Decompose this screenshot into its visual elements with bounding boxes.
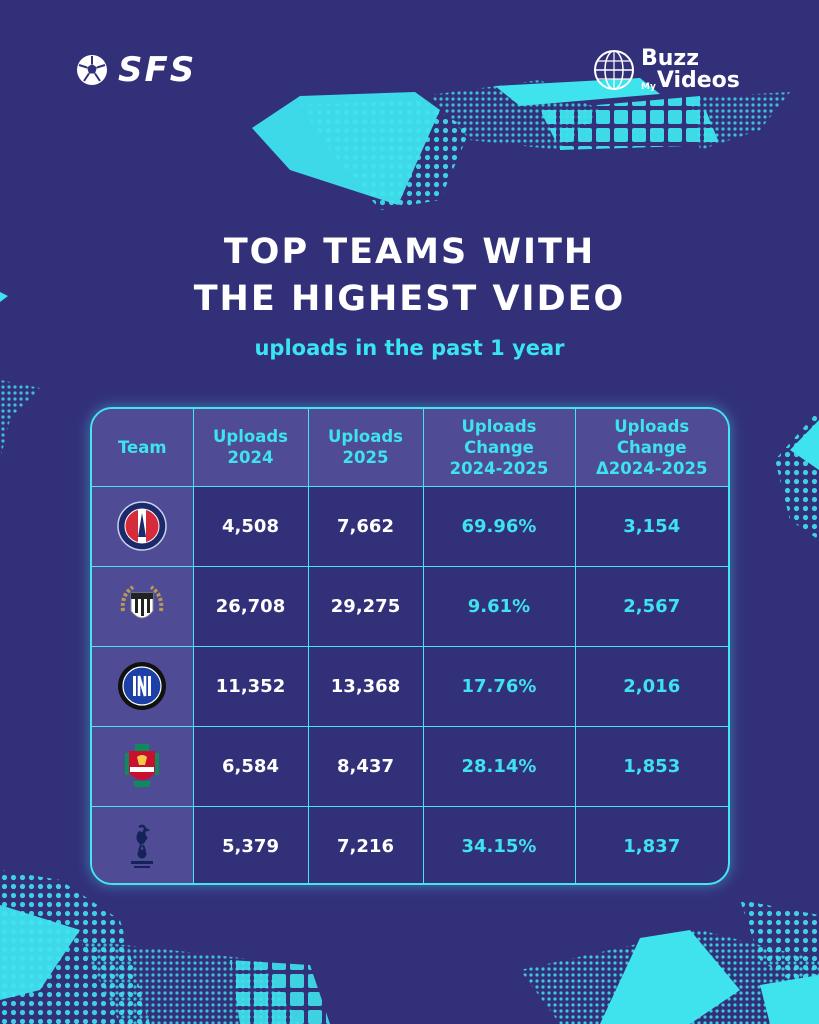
table-row: 26,708 29,275 9.61% 2,567 <box>92 565 728 647</box>
soccer-ball-icon <box>77 55 107 85</box>
inter-crest-icon <box>118 662 167 710</box>
header-uploads-change: Uploads Change 2024-2025 <box>422 409 576 487</box>
header-uploads-2024: Uploads 2024 <box>192 409 309 487</box>
table-row: 6,584 8,437 28.14% 1,853 <box>92 725 728 807</box>
uploads-2024-cell: 11,352 <box>192 645 309 727</box>
team-cell <box>92 485 194 567</box>
team-cell <box>92 565 194 647</box>
logo-word-buzz: Buzz <box>641 46 700 71</box>
tottenham-crest-icon <box>131 824 154 869</box>
subtitle: uploads in the past 1 year <box>254 336 565 360</box>
uploads-delta-cell: 2,567 <box>574 565 728 647</box>
uploads-delta-cell: 1,853 <box>574 725 728 807</box>
header-uploads-2025: Uploads 2025 <box>307 409 424 487</box>
uploads-change-cell: 69.96% <box>422 485 576 567</box>
liverpool-crest-icon <box>125 744 160 787</box>
team-cell <box>92 725 194 807</box>
uploads-2024-cell: 5,379 <box>192 805 309 883</box>
sfs-logo-text: SFS <box>118 50 197 90</box>
uploads-2025-cell: 8,437 <box>307 725 424 807</box>
uploads-2025-cell: 29,275 <box>307 565 424 647</box>
title-line-2: THE HIGHEST VIDEO <box>193 279 626 319</box>
table-row: 4,508 7,662 69.96% 3,154 <box>92 485 728 567</box>
team-cell <box>92 805 194 883</box>
uploads-2025-cell: 7,662 <box>307 485 424 567</box>
header-team: Team <box>92 409 194 487</box>
uploads-table: Team Uploads 2024 Uploads 2025 Uploads Chan… <box>90 407 730 885</box>
uploads-2025-cell: 7,216 <box>307 805 424 883</box>
uploads-2024-cell: 4,508 <box>192 485 309 567</box>
globe-icon <box>594 50 634 90</box>
uploads-delta-cell: 2,016 <box>574 645 728 727</box>
logo-word-my: My <box>641 82 656 92</box>
logo-word-videos: Videos <box>656 68 740 93</box>
uploads-delta-cell: 1,837 <box>574 805 728 883</box>
title-line-1: TOP TEAMS WITH <box>223 232 596 272</box>
uploads-delta-cell: 3,154 <box>574 485 728 567</box>
table-row: 11,352 13,368 17.76% 2,016 <box>92 645 728 727</box>
buzzmyvideos-logo: Buzz My Videos <box>593 48 740 92</box>
table-header-row: Team Uploads 2024 Uploads 2025 Uploads Chan… <box>92 409 728 487</box>
udinese-crest-icon <box>120 585 164 619</box>
team-cell <box>92 645 194 727</box>
uploads-change-cell: 17.76% <box>422 645 576 727</box>
uploads-2024-cell: 6,584 <box>192 725 309 807</box>
header-uploads-delta: Uploads Change Δ2024-2025 <box>574 409 728 487</box>
table-row: 5,379 7,216 34.15% 1,837 <box>92 805 728 883</box>
sfs-logo: SFS <box>76 50 197 90</box>
uploads-2024-cell: 26,708 <box>192 565 309 647</box>
uploads-change-cell: 9.61% <box>422 565 576 647</box>
uploads-change-cell: 28.14% <box>422 725 576 807</box>
uploads-2025-cell: 13,368 <box>307 645 424 727</box>
psg-crest-icon <box>117 501 167 551</box>
uploads-change-cell: 34.15% <box>422 805 576 883</box>
